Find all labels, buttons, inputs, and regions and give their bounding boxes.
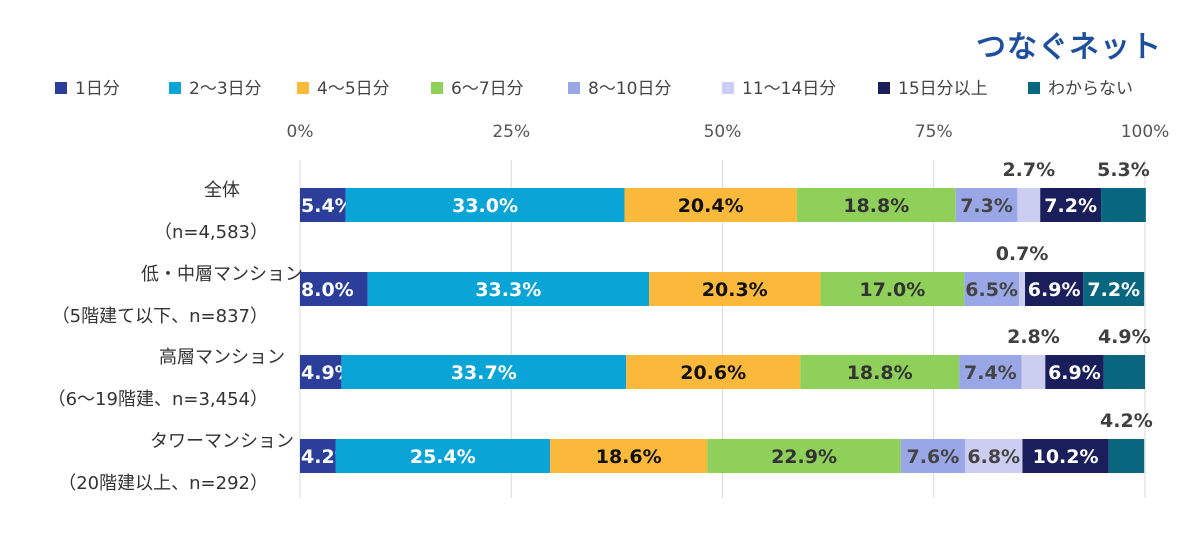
bar-segment <box>1022 439 1109 473</box>
bar-segment <box>959 355 1022 389</box>
legend-label: 11～14日分 <box>742 79 836 99</box>
category-label: 高層マンション <box>159 347 285 368</box>
data-label: 6.8% <box>967 446 1020 468</box>
data-label: 20.3% <box>702 279 768 301</box>
bar-segment <box>300 355 342 389</box>
bar-segment <box>1025 272 1084 306</box>
data-label: 33.3% <box>475 279 541 301</box>
data-label: 22.9% <box>771 446 837 468</box>
data-label: 20.6% <box>680 362 746 384</box>
legend-label: 8～10日分 <box>588 79 671 99</box>
legend-swatch <box>169 82 181 94</box>
legend-swatch <box>722 82 734 94</box>
data-label: 25.4% <box>410 446 476 468</box>
bar-segment <box>648 272 821 306</box>
data-label: 5.3% <box>1097 159 1150 181</box>
legend-label: 6～7日分 <box>451 79 524 99</box>
bar-segment <box>626 355 801 389</box>
bar-segment <box>1017 188 1041 222</box>
data-label: 0.7% <box>996 243 1049 265</box>
data-label: 7.2% <box>1044 195 1097 217</box>
category-sublabel: （n=4,583） <box>154 222 268 243</box>
category-sublabel: （5階建て以下、n=837） <box>52 306 268 327</box>
bar-segment <box>300 188 346 222</box>
data-label: 5.4% <box>301 195 354 217</box>
data-label: 7.3% <box>960 195 1013 217</box>
bar-segment <box>300 272 368 306</box>
category-sublabel: （20階建以上、n=292） <box>58 473 268 494</box>
bar-segment <box>800 355 960 389</box>
x-tick-label: 50% <box>704 122 742 142</box>
legend-swatch <box>878 82 890 94</box>
data-label: 18.6% <box>596 446 662 468</box>
data-label: 18.8% <box>847 362 913 384</box>
bar-segment <box>900 439 966 473</box>
legend-swatch <box>1028 82 1040 94</box>
data-label: 2.8% <box>1007 326 1060 348</box>
data-label: 4.9% <box>301 362 354 384</box>
legend-swatch <box>297 82 309 94</box>
data-label: 10.2% <box>1033 446 1099 468</box>
legend-label: 4～5日分 <box>317 79 390 99</box>
data-label: 18.8% <box>843 195 909 217</box>
bar-segment <box>300 439 336 473</box>
data-label: 6.9% <box>1048 362 1101 384</box>
category-label: 低・中層マンション <box>141 264 303 285</box>
bar-segment <box>1083 272 1145 306</box>
data-label: 2.7% <box>1002 159 1055 181</box>
data-label: 20.4% <box>678 195 744 217</box>
category-label: タワーマンション <box>150 431 294 452</box>
legend-swatch <box>431 82 443 94</box>
category-sublabel: （6～19階建、n=3,454） <box>48 389 268 410</box>
bar-segment <box>964 272 1020 306</box>
data-label: 33.0% <box>452 195 518 217</box>
bar-segment <box>707 439 901 473</box>
data-label: 7.6% <box>907 446 960 468</box>
bar-segment <box>796 188 956 222</box>
bar-segment <box>367 272 649 306</box>
data-label: 17.0% <box>859 279 925 301</box>
bar-segment <box>1103 355 1145 389</box>
legend-label: 2～3日分 <box>189 79 262 99</box>
data-label: 6.9% <box>1028 279 1081 301</box>
data-label: 33.7% <box>451 362 517 384</box>
bar-segment <box>1019 272 1026 306</box>
legend-label: わからない <box>1048 79 1133 99</box>
x-tick-label: 25% <box>492 122 530 142</box>
bar-segment <box>550 439 708 473</box>
legend-swatch <box>55 82 67 94</box>
bar-segment <box>341 355 627 389</box>
bar-segment <box>624 188 797 222</box>
data-label: 4.2% <box>1100 410 1153 432</box>
bar-segment <box>1045 355 1104 389</box>
category-label: 全体 <box>204 180 240 201</box>
data-label: 6.5% <box>965 279 1018 301</box>
x-tick-label: 0% <box>287 122 314 142</box>
brand-logo: つなぐネット <box>976 30 1162 65</box>
x-tick-label: 75% <box>915 122 953 142</box>
legend-label: 1日分 <box>75 79 120 99</box>
bar-segment <box>345 188 625 222</box>
bar-segment <box>965 439 1023 473</box>
bar-segment <box>955 188 1018 222</box>
bar-segment <box>1108 439 1145 473</box>
bar-segment <box>1101 188 1146 222</box>
data-label: 7.2% <box>1087 279 1140 301</box>
data-label: 4.9% <box>1098 326 1151 348</box>
legend-label: 15日分以上 <box>898 79 988 99</box>
bar-segment <box>335 439 551 473</box>
data-label: 8.0% <box>301 279 354 301</box>
bar-segment <box>820 272 965 306</box>
data-label: 7.4% <box>964 362 1017 384</box>
bar-segment <box>1040 188 1102 222</box>
x-tick-label: 100% <box>1121 122 1170 142</box>
legend-swatch <box>568 82 580 94</box>
bar-segment <box>1021 355 1046 389</box>
